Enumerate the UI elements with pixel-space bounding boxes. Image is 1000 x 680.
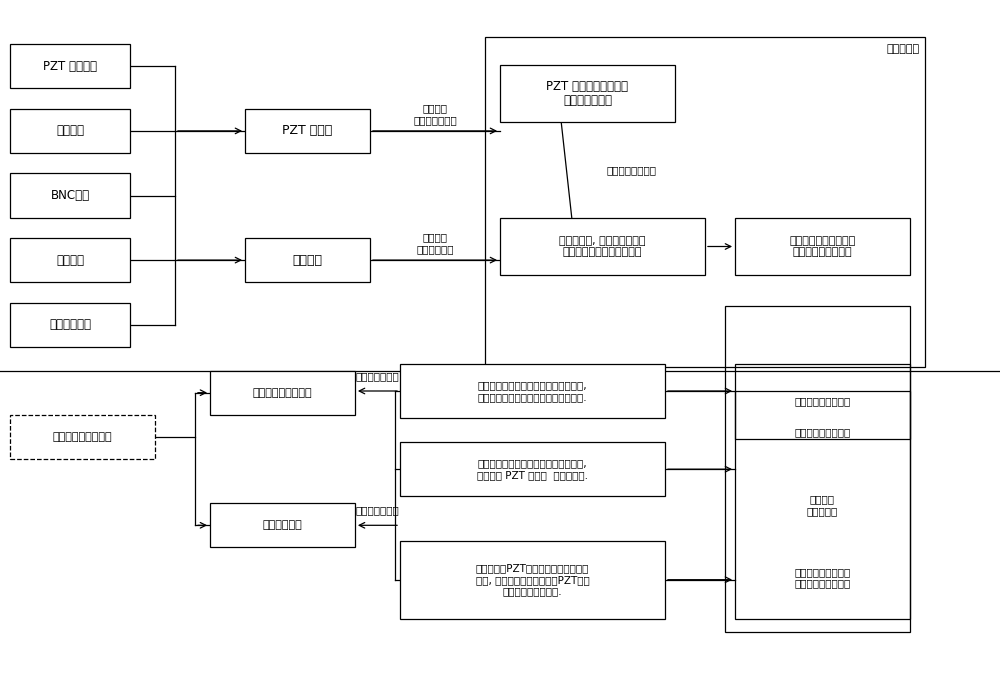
Text: 屏蔽导线: 屏蔽导线 <box>56 124 84 137</box>
Bar <box>485 37 925 367</box>
Bar <box>10 415 155 459</box>
Bar <box>500 218 705 275</box>
Text: 内部屏蔽导线从钢管壁
上预留的排气孔导出: 内部屏蔽导线从钢管壁 上预留的排气孔导出 <box>789 236 856 257</box>
Text: PZT 片的选择: PZT 片的选择 <box>43 60 97 73</box>
Text: 内部某一智能骨料为激励器产生应力波,
其余智能骨料作为传感器接收传播信号.: 内部某一智能骨料为激励器产生应力波, 其余智能骨料作为传感器接收传播信号. <box>478 380 587 402</box>
Bar <box>725 306 910 632</box>
Text: 小波包信号分析: 小波包信号分析 <box>356 371 399 381</box>
Text: 固定于内部, 并以截面中心点
为基准点形成内部一一对应: 固定于内部, 并以截面中心点 为基准点形成内部一一对应 <box>559 236 646 257</box>
Text: 预制混凝土块: 预制混凝土块 <box>49 318 91 331</box>
Bar <box>10 303 130 347</box>
Text: 评定钢管混凝土质量: 评定钢管混凝土质量 <box>53 432 112 442</box>
Text: 形成内外一一对应: 形成内外一一对应 <box>606 165 656 175</box>
Text: 有外包钢筋混凝土结
构的钢管混凝土构件: 有外包钢筋混凝土结 构的钢管混凝土构件 <box>794 567 851 589</box>
Bar <box>10 238 130 282</box>
Bar <box>735 364 910 439</box>
Bar <box>10 44 130 88</box>
Text: BNC接头: BNC接头 <box>50 189 90 202</box>
Text: 普通钢管混凝土构件: 普通钢管混凝土构件 <box>794 396 851 406</box>
Bar <box>400 442 665 496</box>
Bar <box>400 541 665 619</box>
Text: 钢管外壁
或钢构件外表面: 钢管外壁 或钢构件外表面 <box>413 103 457 124</box>
Text: 激励信号
并接收信号: 激励信号 并接收信号 <box>807 494 838 515</box>
Text: 截面剥离情况: 截面剥离情况 <box>263 520 302 530</box>
Text: 智能骨料: 智能骨料 <box>292 254 322 267</box>
Text: PZT 片粘贴于钢管外壁
或钢构件外表面: PZT 片粘贴于钢管外壁 或钢构件外表面 <box>546 80 629 107</box>
Bar <box>400 364 665 418</box>
Text: 普通钢管混凝土构件: 普通钢管混凝土构件 <box>794 427 851 437</box>
Bar <box>735 218 910 275</box>
Text: 其他辅材: 其他辅材 <box>56 254 84 267</box>
Bar <box>210 371 355 415</box>
Bar <box>210 503 355 547</box>
Text: 评定内部混凝土质量: 评定内部混凝土质量 <box>253 388 312 398</box>
Text: 内部某一智能骨料为激励器产生应力波,
钢管壁外 PZT 反应器  器接收信号.: 内部某一智能骨料为激励器产生应力波, 钢管壁外 PZT 反应器 器接收信号. <box>477 458 588 480</box>
Text: 钢管内部
某一监测截面: 钢管内部 某一监测截面 <box>416 233 454 254</box>
Bar <box>500 65 675 122</box>
Text: 钢管壁外某PZT反应器为激励器产生应
力波, 钢管混凝土构件外表面PZT反应
器为传感器接收信号.: 钢管壁外某PZT反应器为激励器产生应 力波, 钢管混凝土构件外表面PZT反应 器… <box>476 563 589 596</box>
Bar <box>245 109 370 153</box>
Text: 混凝土浇筑: 混凝土浇筑 <box>887 44 920 54</box>
Text: 小波包信号分析: 小波包信号分析 <box>356 505 399 515</box>
Bar <box>10 109 130 153</box>
Text: PZT 反应器: PZT 反应器 <box>282 124 333 137</box>
Bar <box>245 238 370 282</box>
Bar <box>735 391 910 619</box>
Bar <box>10 173 130 218</box>
